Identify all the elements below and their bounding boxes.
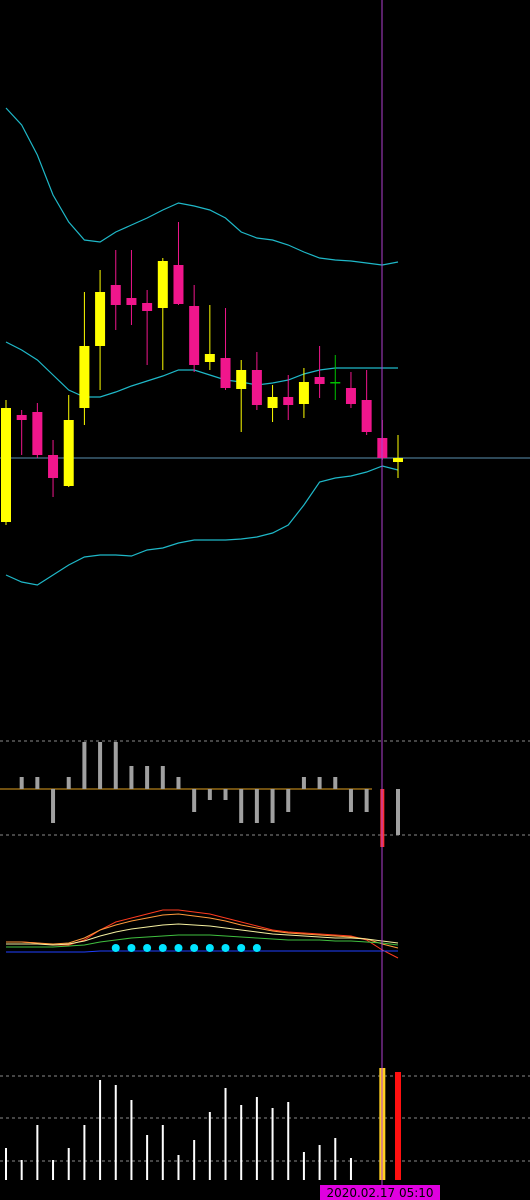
ma-line xyxy=(6,913,399,949)
volume-bar xyxy=(208,1112,211,1180)
signal-dot xyxy=(158,944,167,952)
volume-bar xyxy=(20,1160,23,1180)
candle-body xyxy=(142,303,153,311)
volume-bar xyxy=(271,1108,274,1180)
histogram-bar xyxy=(176,777,181,789)
signal-dot xyxy=(237,944,246,952)
candle-body xyxy=(283,397,294,405)
volume-bar xyxy=(255,1097,258,1180)
candle-body xyxy=(314,377,325,384)
histogram-bar xyxy=(364,789,369,812)
cursor-label-bg xyxy=(320,1185,440,1200)
histogram-bar xyxy=(348,789,353,812)
candle-body xyxy=(79,346,90,408)
candle-body xyxy=(330,382,341,384)
volume-bar xyxy=(287,1102,290,1180)
histogram-bar xyxy=(286,789,291,812)
volume-bar xyxy=(193,1140,196,1180)
candle-body xyxy=(16,415,27,420)
candle-body xyxy=(126,298,137,305)
histogram-bar xyxy=(35,777,40,789)
ma-line xyxy=(6,934,399,948)
histogram-bar xyxy=(129,766,134,789)
volume-bar xyxy=(36,1125,39,1180)
candle-body xyxy=(48,455,59,478)
volume-bar xyxy=(349,1158,352,1180)
candle-body xyxy=(32,412,43,455)
candle-body xyxy=(220,358,231,388)
volume-bar xyxy=(318,1145,321,1180)
volume-bar xyxy=(146,1135,149,1180)
histogram-bar xyxy=(113,742,118,789)
histogram-bar xyxy=(98,742,103,789)
candle-body xyxy=(63,420,74,486)
candle-body xyxy=(95,292,106,346)
volume-bar xyxy=(334,1138,337,1180)
histogram-bar xyxy=(207,789,212,800)
candle-body xyxy=(393,458,403,462)
candle-body xyxy=(110,285,121,305)
histogram-bar xyxy=(192,789,197,812)
band-line xyxy=(5,107,399,266)
candle-body xyxy=(1,408,11,522)
candle-body xyxy=(236,370,247,389)
histogram-bar xyxy=(396,789,400,835)
candle-body xyxy=(173,265,184,304)
volume-bar xyxy=(161,1125,164,1180)
candle-body xyxy=(204,354,215,362)
volume-bar xyxy=(83,1125,86,1180)
signal-dot xyxy=(221,944,230,952)
volume-bar xyxy=(99,1080,102,1180)
band-line xyxy=(5,341,398,398)
signal-dot xyxy=(190,944,199,952)
candle-body xyxy=(345,388,356,404)
volume-bar xyxy=(224,1088,227,1180)
band-line xyxy=(5,465,399,586)
volume-bar xyxy=(302,1152,305,1180)
signal-dot xyxy=(205,944,214,952)
candle-body xyxy=(267,397,278,408)
histogram-bar xyxy=(254,789,259,823)
histogram-bar xyxy=(301,777,306,789)
histogram-bar xyxy=(333,777,338,789)
volume-bar xyxy=(5,1148,7,1180)
histogram-bar xyxy=(317,777,322,789)
histogram-bar xyxy=(239,789,244,823)
volume-bar xyxy=(67,1148,70,1180)
ma-line xyxy=(6,909,399,959)
candle-body xyxy=(298,382,309,404)
histogram-bar xyxy=(160,766,165,789)
candle-body xyxy=(361,400,372,432)
histogram-bar xyxy=(223,789,228,800)
volume-bar xyxy=(240,1105,243,1180)
histogram-bar xyxy=(66,777,71,789)
volume-bar xyxy=(177,1155,180,1180)
ma-line xyxy=(6,950,398,953)
candle-body xyxy=(189,306,200,365)
signal-dot xyxy=(127,944,136,952)
histogram-bar xyxy=(51,789,56,823)
cursor-label: 2020.02.17 05:10 xyxy=(326,1186,433,1200)
candle-body xyxy=(251,370,262,405)
ma-line xyxy=(6,923,399,946)
histogram-bar xyxy=(145,766,150,789)
volume-bar xyxy=(395,1072,401,1180)
histogram-bar xyxy=(270,789,275,823)
volume-bar xyxy=(130,1100,133,1180)
candle-body xyxy=(157,261,168,308)
signal-dot xyxy=(252,944,261,952)
volume-bar xyxy=(114,1085,117,1180)
signal-dot xyxy=(111,944,120,952)
signal-dot xyxy=(143,944,152,952)
signal-dot xyxy=(174,944,183,952)
volume-bar xyxy=(52,1160,55,1180)
histogram-bar xyxy=(82,742,87,789)
histogram-bar xyxy=(19,777,24,789)
